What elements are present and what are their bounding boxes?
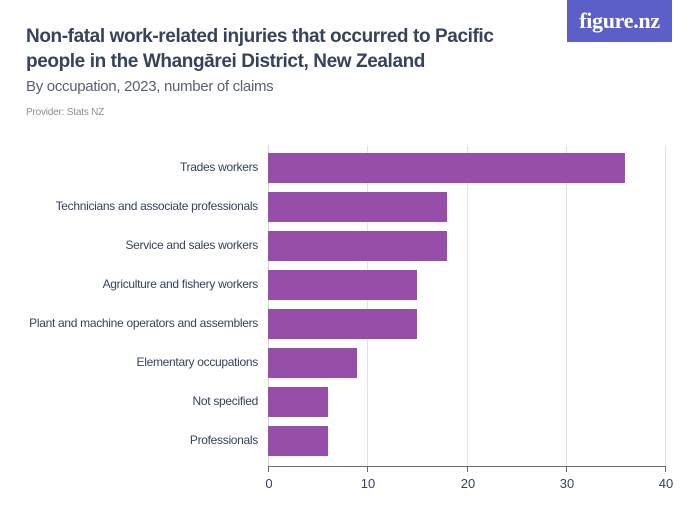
y-axis-line xyxy=(268,145,269,466)
bar[interactable] xyxy=(268,426,328,456)
category-label: Agriculture and fishery workers xyxy=(102,277,259,291)
figure-nz-logo[interactable]: figure.nz xyxy=(567,0,672,42)
category-label: Plant and machine operators and assemble… xyxy=(29,316,258,330)
bar[interactable] xyxy=(268,231,447,261)
category-label: Technicians and associate professionals xyxy=(55,199,259,213)
x-tick-label: 40 xyxy=(658,476,674,491)
category-label: Elementary occupations xyxy=(136,355,259,369)
x-tick-label: 30 xyxy=(559,476,575,491)
gridline xyxy=(665,145,666,466)
chart-title: Non-fatal work-related injuries that occ… xyxy=(26,26,494,72)
category-label: Not specified xyxy=(192,394,259,408)
x-tick xyxy=(467,466,468,472)
gridline xyxy=(367,145,368,466)
x-tick xyxy=(665,466,666,472)
bar[interactable] xyxy=(268,309,417,339)
x-axis-line xyxy=(268,466,666,467)
x-tick-label: 0 xyxy=(265,476,273,491)
x-tick-label: 10 xyxy=(360,476,376,491)
x-tick-label: 20 xyxy=(460,476,476,491)
bar[interactable] xyxy=(268,153,625,183)
chart-subtitle: By occupation, 2023, number of claims xyxy=(26,78,274,95)
gridline xyxy=(566,145,567,466)
bar[interactable] xyxy=(268,192,447,222)
x-tick xyxy=(566,466,567,472)
category-label: Service and sales workers xyxy=(125,238,258,252)
gridline xyxy=(467,145,468,466)
x-tick xyxy=(367,466,368,472)
provider-label: Provider: Stats NZ xyxy=(26,107,105,118)
x-tick xyxy=(268,466,269,472)
bar[interactable] xyxy=(268,348,357,378)
bar[interactable] xyxy=(268,270,417,300)
category-label: Professionals xyxy=(189,433,258,447)
bar[interactable] xyxy=(268,387,328,417)
category-label: Trades workers xyxy=(179,160,258,174)
